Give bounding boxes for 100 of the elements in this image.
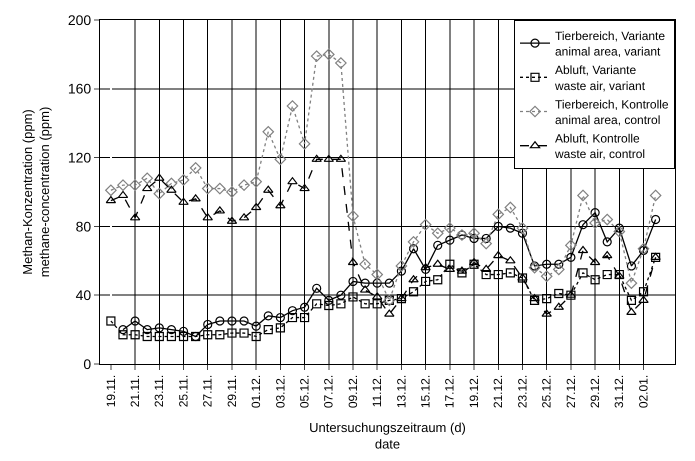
point	[106, 316, 116, 326]
point	[203, 320, 212, 330]
point	[105, 184, 117, 196]
y-tick-label: 80	[76, 218, 92, 234]
point	[432, 227, 444, 240]
point	[178, 332, 188, 342]
point	[372, 299, 382, 308]
point	[578, 246, 588, 254]
x-tick-label: 07.12.	[322, 374, 336, 408]
x-tick-label: 17.12.	[442, 374, 457, 408]
point	[118, 330, 128, 340]
x-axis-title: Untersuchungszeitraum (d) date	[309, 420, 466, 452]
point	[614, 270, 624, 280]
point	[166, 325, 176, 334]
x-tick-label: 02.01.	[636, 374, 650, 408]
point	[626, 296, 636, 305]
x-tick-label: 19.11.	[104, 374, 118, 408]
point	[154, 188, 166, 200]
point	[154, 323, 164, 332]
x-tick-label: 29.11.	[224, 374, 239, 408]
point	[202, 213, 213, 220]
point	[238, 179, 250, 191]
point	[408, 244, 418, 254]
point	[590, 258, 600, 266]
point	[494, 270, 503, 280]
point	[203, 330, 212, 340]
point	[142, 332, 152, 342]
point	[166, 178, 178, 190]
point	[250, 202, 262, 210]
point	[263, 186, 274, 193]
point	[506, 268, 515, 278]
point	[190, 162, 202, 174]
point	[602, 270, 612, 280]
point	[288, 312, 298, 322]
point	[299, 184, 310, 192]
point	[264, 311, 273, 320]
point	[421, 276, 430, 286]
point	[493, 251, 504, 258]
legend-label: Tierbereich, Kontrolle animal area, control	[555, 97, 669, 127]
x-tick-label: 05.12.	[297, 374, 312, 408]
point	[396, 260, 408, 272]
legend-label: Abluft, Kontrolle waste air, control	[554, 132, 646, 162]
x-tick-label: 23.12.	[515, 374, 530, 408]
point	[239, 316, 249, 326]
point	[288, 306, 298, 316]
point	[482, 270, 491, 280]
point	[433, 275, 442, 284]
point	[359, 258, 371, 270]
point	[250, 176, 262, 188]
point	[312, 284, 322, 293]
point	[348, 276, 358, 286]
point	[482, 234, 491, 244]
point	[578, 220, 588, 230]
point	[360, 278, 370, 288]
point	[348, 292, 358, 302]
point	[444, 222, 456, 234]
point	[130, 316, 140, 326]
point	[312, 299, 322, 308]
point	[214, 182, 226, 194]
point	[468, 258, 480, 266]
point	[384, 278, 394, 288]
point	[227, 316, 237, 326]
point	[408, 236, 420, 248]
x-tick-label: 13.12.	[394, 374, 408, 408]
y-tick-label: 40	[76, 287, 92, 304]
point	[554, 260, 564, 269]
point	[566, 290, 576, 300]
point	[540, 270, 552, 282]
point	[565, 240, 577, 252]
point	[492, 208, 504, 220]
point	[651, 214, 660, 224]
y-tick-label: 160	[68, 80, 92, 97]
point	[239, 328, 249, 338]
point	[396, 266, 406, 276]
point	[590, 275, 600, 284]
point	[202, 182, 214, 194]
point	[298, 138, 310, 150]
point	[589, 217, 601, 229]
x-tick-label: 23.11.	[152, 374, 166, 408]
point	[324, 300, 334, 310]
point	[530, 296, 540, 305]
point	[252, 332, 261, 342]
point	[129, 179, 141, 191]
point	[335, 57, 347, 69]
point	[480, 238, 492, 250]
point	[506, 224, 515, 233]
point	[227, 328, 237, 338]
point	[336, 290, 346, 300]
y-tick-label: 0	[83, 356, 92, 372]
point	[552, 264, 565, 276]
point	[638, 287, 648, 296]
point	[372, 292, 382, 300]
point	[117, 179, 129, 191]
point	[445, 236, 454, 245]
point	[528, 262, 540, 274]
y-axis-title: Methan-Konzentration (ppm) methane-concentration (ppm)	[20, 106, 52, 278]
point	[516, 222, 528, 234]
point	[626, 277, 638, 289]
legend-label: Abluft, Variante waste air, variant	[554, 63, 646, 93]
x-tick-label: 11.12.	[370, 374, 384, 408]
